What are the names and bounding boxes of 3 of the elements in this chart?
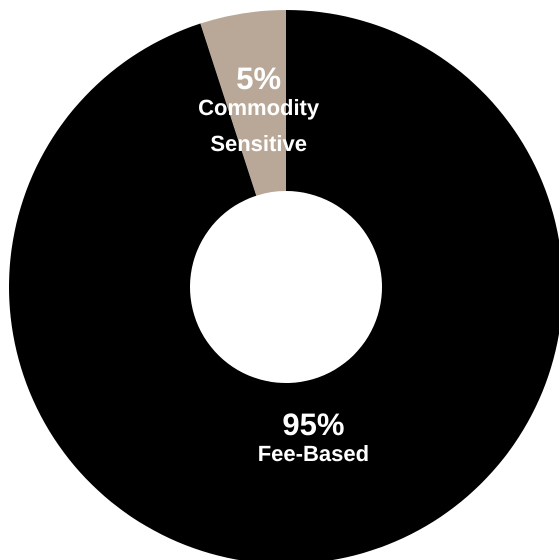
data-label: 95%	[282, 406, 344, 442]
slice-label: Fee-Based	[258, 440, 370, 466]
data-label: 5%	[236, 61, 282, 96]
